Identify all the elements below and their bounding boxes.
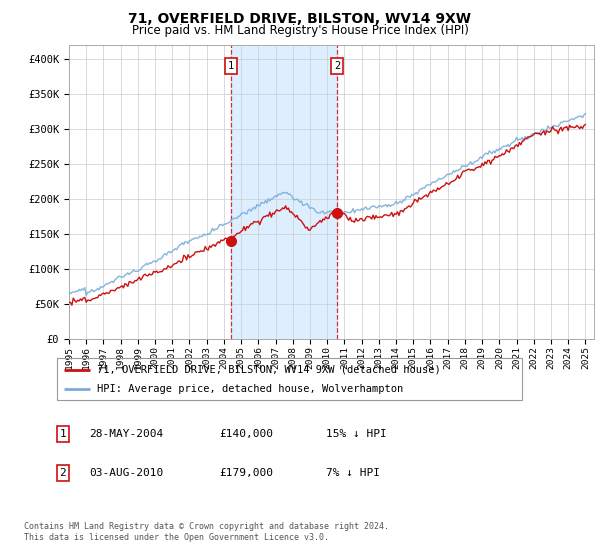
Bar	[231, 45, 337, 339]
Text: 1: 1	[59, 429, 67, 439]
Text: 71, OVERFIELD DRIVE, BILSTON, WV14 9XW: 71, OVERFIELD DRIVE, BILSTON, WV14 9XW	[128, 12, 472, 26]
Text: Price paid vs. HM Land Registry's House Price Index (HPI): Price paid vs. HM Land Registry's House …	[131, 24, 469, 37]
Text: 03-AUG-2010: 03-AUG-2010	[89, 468, 163, 478]
Text: 28-MAY-2004: 28-MAY-2004	[89, 429, 163, 439]
Text: This data is licensed under the Open Government Licence v3.0.: This data is licensed under the Open Gov…	[24, 533, 329, 542]
Text: £179,000: £179,000	[219, 468, 273, 478]
Text: 2: 2	[334, 61, 340, 71]
Text: HPI: Average price, detached house, Wolverhampton: HPI: Average price, detached house, Wolv…	[97, 384, 403, 394]
Text: 7% ↓ HPI: 7% ↓ HPI	[326, 468, 380, 478]
Text: 15% ↓ HPI: 15% ↓ HPI	[326, 429, 386, 439]
Text: £140,000: £140,000	[219, 429, 273, 439]
Text: 71, OVERFIELD DRIVE, BILSTON, WV14 9XW (detached house): 71, OVERFIELD DRIVE, BILSTON, WV14 9XW (…	[97, 365, 440, 375]
Text: 1: 1	[228, 61, 234, 71]
Text: 2: 2	[59, 468, 67, 478]
Text: Contains HM Land Registry data © Crown copyright and database right 2024.: Contains HM Land Registry data © Crown c…	[24, 522, 389, 531]
